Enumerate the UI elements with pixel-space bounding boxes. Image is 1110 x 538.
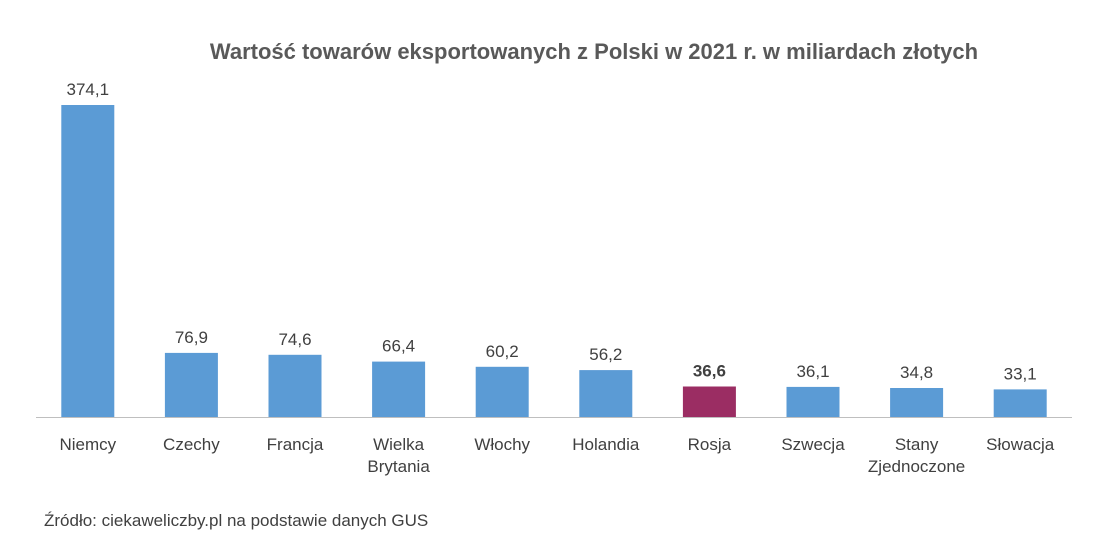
bar-francja <box>268 354 322 417</box>
category-label: Wielka Brytania <box>367 435 430 476</box>
category-label-line: Wielka <box>373 435 425 454</box>
value-label: 36,1 <box>796 362 829 381</box>
value-labels-group: 374,1 76,9 74,6 66,4 60,2 56,2 36,6 36,1 34,8 33,… <box>67 80 1037 383</box>
category-label-line: Czechy <box>163 435 220 454</box>
category-label-line: Szwecja <box>781 435 845 454</box>
value-label: 374,1 <box>67 80 110 99</box>
category-label: Szwecja <box>781 435 845 454</box>
bar-holandia <box>579 370 633 417</box>
category-label-line: Niemcy <box>59 435 116 454</box>
category-label-line: Słowacja <box>986 435 1055 454</box>
category-label-line: Francja <box>267 435 324 454</box>
category-label-line: Holandia <box>572 435 640 454</box>
category-label: Czechy <box>163 435 220 454</box>
bar-rosja <box>682 386 736 417</box>
bars-group <box>61 105 1047 417</box>
bar-niemcy <box>61 105 115 417</box>
bar-stany-zjednoczone <box>890 388 944 417</box>
category-label-line: Stany <box>895 435 939 454</box>
category-labels-group: Niemcy Czechy Francja Wielka Brytania Włochy H… <box>59 435 1054 476</box>
chart-title: Wartość towarów eksportowanych z Polski … <box>210 39 978 64</box>
value-label: 34,8 <box>900 363 933 382</box>
category-label-line: Zjednoczone <box>868 457 965 476</box>
value-label: 36,6 <box>693 362 726 381</box>
category-label: Francja <box>267 435 324 454</box>
category-label-line: Brytania <box>367 457 430 476</box>
category-label: Stany Zjednoczone <box>868 435 965 476</box>
value-label: 74,6 <box>278 330 311 349</box>
category-label: Holandia <box>572 435 640 454</box>
category-label-line: Włochy <box>474 435 530 454</box>
source-note: Źródło: ciekaweliczby.pl na podstawie da… <box>44 511 428 530</box>
value-label: 66,4 <box>382 337 415 356</box>
bar-słowacja <box>993 389 1047 417</box>
value-label: 60,2 <box>486 342 519 361</box>
value-label: 33,1 <box>1004 364 1037 383</box>
bar-szwecja <box>786 386 840 417</box>
bar-czechy <box>164 352 218 417</box>
category-label: Rosja <box>688 435 732 454</box>
category-label: Słowacja <box>986 435 1055 454</box>
category-label: Włochy <box>474 435 530 454</box>
value-label: 56,2 <box>589 345 622 364</box>
value-label: 76,9 <box>175 328 208 347</box>
category-label-line: Rosja <box>688 435 732 454</box>
category-label: Niemcy <box>59 435 116 454</box>
bar-wielka-brytania <box>372 361 426 417</box>
bar-włochy <box>475 366 529 417</box>
